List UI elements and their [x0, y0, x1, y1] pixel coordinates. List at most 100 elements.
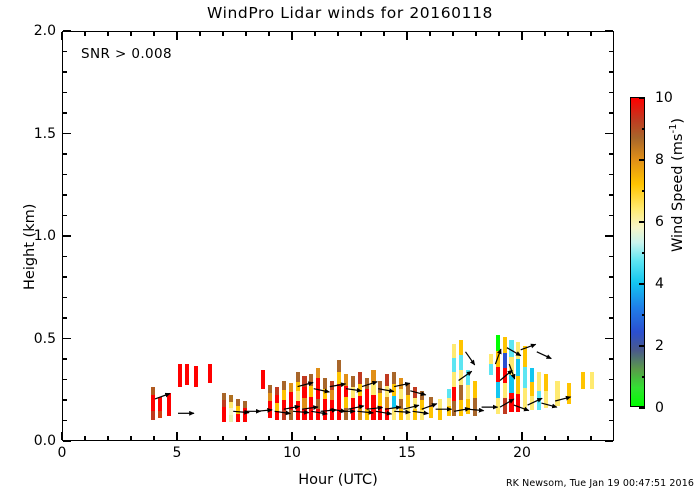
y-tick-minor	[609, 194, 613, 196]
y-tick-minor	[63, 276, 67, 278]
y-tick-minor	[609, 235, 613, 237]
y-tick-minor	[63, 71, 67, 73]
data-cell	[288, 391, 293, 402]
data-cell	[316, 398, 321, 410]
y-tick-minor	[609, 378, 613, 381]
data-cell	[316, 409, 321, 421]
x-tick-minor	[498, 32, 500, 36]
data-cell	[502, 352, 507, 369]
data-cell	[516, 376, 521, 395]
data-cell	[399, 398, 404, 410]
data-cell	[371, 370, 376, 384]
data-cell	[166, 407, 171, 416]
data-cell	[392, 384, 397, 397]
x-tick-minor	[130, 436, 132, 440]
data-cell	[523, 388, 528, 410]
data-cell	[465, 398, 470, 414]
y-tick-label: 1.0	[33, 228, 56, 244]
data-column	[555, 380, 560, 406]
x-tick-minor	[567, 32, 569, 36]
y-tick-minor	[63, 173, 67, 176]
data-cell	[412, 386, 417, 399]
x-tick-minor	[153, 32, 155, 36]
data-cell	[295, 391, 300, 402]
data-cell	[488, 353, 493, 365]
y-tick-minor	[609, 214, 613, 217]
x-tick-minor	[383, 32, 385, 36]
x-tick-minor	[130, 32, 132, 36]
data-column	[378, 380, 383, 421]
data-cell	[502, 337, 507, 354]
data-column	[580, 372, 585, 390]
x-tick-minor	[383, 436, 385, 440]
x-tick-minor	[452, 436, 454, 440]
data-cell	[150, 386, 155, 396]
data-cell	[378, 393, 383, 408]
x-tick-minor	[199, 436, 201, 440]
y-tick-minor	[63, 214, 67, 217]
data-cell	[555, 380, 560, 406]
x-tick-minor	[429, 436, 431, 440]
data-cell	[150, 403, 155, 412]
data-column	[208, 364, 213, 384]
data-column	[495, 335, 500, 414]
data-cell	[428, 396, 434, 408]
data-column	[488, 353, 493, 375]
colorbar-tick	[639, 97, 645, 99]
data-cell	[566, 382, 572, 404]
x-tick-minor	[107, 32, 109, 36]
data-cell	[274, 411, 279, 421]
data-cell	[458, 354, 463, 371]
data-cell	[502, 382, 507, 399]
data-cell	[458, 339, 463, 356]
data-cell	[288, 410, 293, 421]
data-cell	[336, 395, 342, 409]
data-cell	[336, 371, 342, 385]
data-cell	[509, 375, 514, 394]
data-cell	[274, 403, 279, 412]
x-tick-major	[176, 32, 178, 40]
data-cell	[364, 409, 369, 421]
colorbar-tick-label: 10	[655, 90, 673, 106]
data-cell	[274, 386, 279, 396]
data-cell	[316, 388, 321, 400]
y-tick-minor	[609, 112, 613, 114]
data-cell	[364, 378, 369, 390]
y-tick-minor	[609, 358, 613, 360]
x-tick-minor	[245, 32, 247, 36]
data-cell	[458, 400, 463, 416]
x-tick-minor	[222, 436, 224, 440]
data-cell	[451, 372, 457, 388]
data-cell	[495, 335, 500, 352]
data-cell	[385, 374, 390, 387]
data-column	[451, 343, 457, 416]
data-cell	[336, 407, 342, 421]
data-cell	[385, 396, 390, 409]
data-cell	[530, 395, 535, 410]
data-cell	[495, 382, 500, 399]
data-column	[589, 372, 595, 390]
data-cell	[412, 408, 417, 421]
data-cell	[323, 378, 328, 390]
data-cell	[451, 386, 457, 402]
data-column	[323, 378, 328, 421]
x-tick-major	[521, 32, 523, 40]
y-tick-minor	[609, 173, 613, 176]
colorbar-tick	[639, 221, 645, 223]
x-tick-minor	[314, 436, 316, 440]
x-tick-minor	[107, 436, 109, 440]
data-cell	[438, 409, 443, 421]
data-cell	[242, 414, 247, 423]
data-cell	[281, 399, 286, 411]
data-cell	[302, 387, 307, 399]
data-column	[392, 372, 397, 421]
data-column	[150, 386, 155, 421]
data-cell	[419, 409, 424, 421]
data-cell	[399, 388, 404, 400]
x-tick-minor	[360, 436, 362, 440]
data-cell	[350, 387, 355, 399]
data-cell	[502, 367, 507, 384]
data-cell	[267, 384, 273, 394]
data-cell	[537, 390, 542, 410]
data-cell	[150, 394, 155, 404]
